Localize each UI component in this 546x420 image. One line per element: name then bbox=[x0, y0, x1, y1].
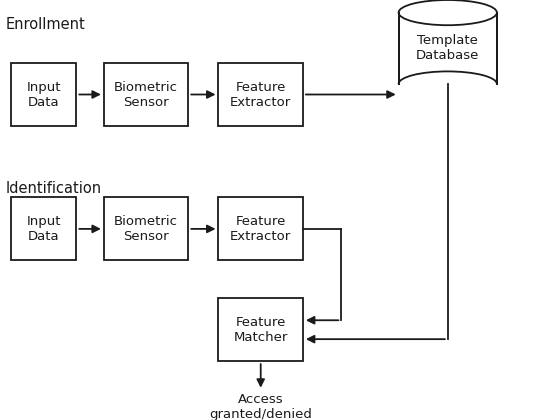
Text: Input
Data: Input Data bbox=[26, 81, 61, 108]
Text: Feature
Extractor: Feature Extractor bbox=[230, 215, 292, 243]
Text: Access
granted/denied: Access granted/denied bbox=[209, 393, 312, 420]
Bar bbox=[218, 298, 303, 361]
Bar bbox=[104, 197, 188, 260]
Text: Biometric
Sensor: Biometric Sensor bbox=[114, 81, 178, 108]
Text: Identification: Identification bbox=[5, 181, 102, 196]
Text: Feature
Extractor: Feature Extractor bbox=[230, 81, 292, 108]
Bar bbox=[399, 13, 497, 84]
Bar bbox=[11, 63, 76, 126]
Bar bbox=[11, 197, 76, 260]
Bar bbox=[218, 63, 303, 126]
Text: Biometric
Sensor: Biometric Sensor bbox=[114, 215, 178, 243]
Text: Template
Database: Template Database bbox=[416, 34, 479, 62]
Text: Enrollment: Enrollment bbox=[5, 17, 85, 32]
Bar bbox=[218, 197, 303, 260]
Text: Feature
Matcher: Feature Matcher bbox=[234, 316, 288, 344]
Bar bbox=[104, 63, 188, 126]
Text: Input
Data: Input Data bbox=[26, 215, 61, 243]
Ellipse shape bbox=[399, 0, 497, 25]
